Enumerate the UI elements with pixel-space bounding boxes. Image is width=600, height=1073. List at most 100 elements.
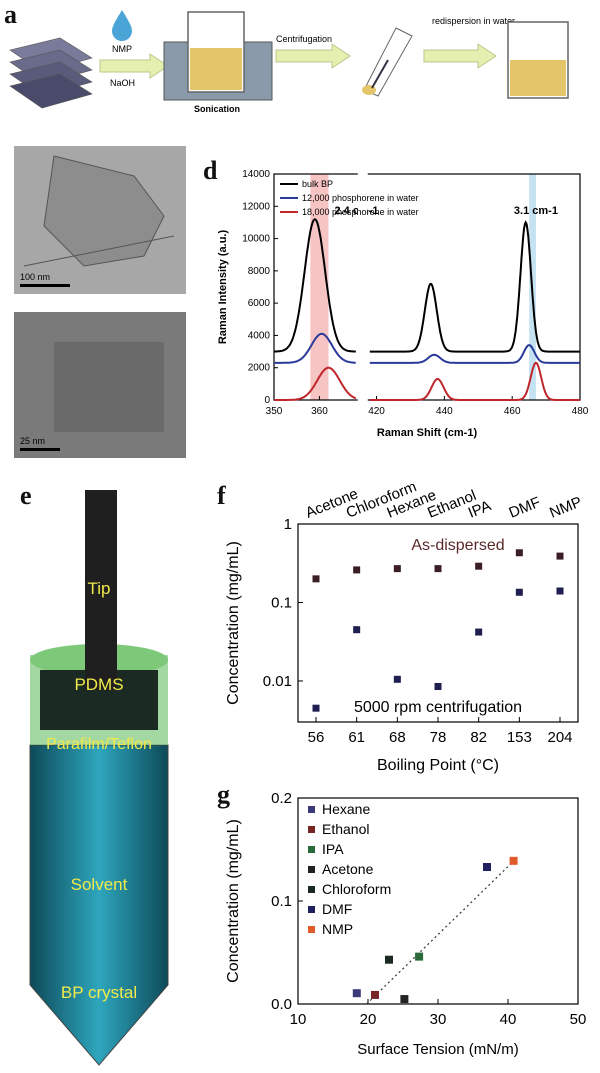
data-point [434, 565, 442, 573]
y-tick-label: 14000 [242, 169, 270, 180]
step-redispersion: redispersion in water [432, 16, 515, 26]
legend-label: Ethanol [322, 821, 369, 837]
data-point [353, 626, 361, 634]
legend-swatch [308, 886, 315, 893]
tem-image-c: 25 nm [14, 312, 186, 458]
raman-shift-annotation: 3.1 cm-1 [514, 205, 558, 217]
x-tick-label: 350 [266, 406, 283, 417]
x-tick-label: 78 [430, 729, 447, 746]
data-point [556, 552, 564, 560]
bp-crystal-icon [9, 37, 93, 109]
x-tick-label: 153 [507, 729, 532, 746]
arrow-1 [99, 53, 169, 79]
x-tick-label: 360 [311, 406, 328, 417]
legend-label: 18,000 phosphorene in water [302, 207, 419, 217]
y-axis-label: Raman Intensity (a.u.) [217, 230, 229, 345]
x-tick-label: 440 [436, 406, 453, 417]
concentration-boiling-chart: 0.010.1156Acetone61Chloroform68Hexane78E… [225, 484, 584, 774]
data-point [371, 990, 379, 999]
raman-shift-band [310, 174, 329, 400]
label-solvent: Solvent [71, 875, 128, 894]
y-tick-label: 0.2 [271, 790, 292, 807]
step-sonication: Sonication [194, 104, 240, 114]
y-tick-label: 1 [284, 516, 292, 533]
flake-outline: 100 nm [20, 155, 175, 287]
legend-label: Chloroform [322, 881, 391, 897]
data-point [515, 588, 523, 596]
arrow-2 [275, 43, 351, 69]
data-point [385, 955, 393, 964]
series-line-0 [274, 217, 356, 353]
axis-break [357, 172, 368, 402]
x-tick-label: 204 [547, 729, 572, 746]
data-point [483, 863, 491, 872]
y-tick-label: 0 [264, 395, 270, 406]
x-tick-label: 10 [290, 1011, 307, 1028]
series-line-2 [369, 361, 580, 401]
series-line-2 [274, 366, 357, 401]
series-label-as-dispersed: As-dispersed [411, 537, 504, 554]
label-pdms: PDMS [74, 675, 123, 694]
probe-tip [85, 490, 117, 690]
y-tick-label: 8000 [248, 266, 271, 277]
x-tick-label: 30 [430, 1011, 447, 1028]
series-label-centrifugation: 5000 rpm centrifugation [354, 699, 522, 716]
x-axis-label: Surface Tension (mN/m) [357, 1041, 518, 1058]
scale-bar-c: 25 nm [20, 436, 45, 446]
data-point [312, 575, 320, 583]
y-axis-label: Concentration (mg/mL) [225, 541, 242, 705]
data-point [312, 704, 320, 712]
schematic-a: NMP NaOH Sonication Centrifugation redis… [9, 10, 569, 114]
arrow-3 [423, 43, 497, 69]
tem-image-b: 100 nm [14, 146, 186, 294]
series-line-1 [274, 332, 356, 364]
label-tip: Tip [88, 579, 111, 598]
droplet-icon [112, 10, 132, 41]
x-axis-label: Raman Shift (cm-1) [377, 427, 478, 439]
x-axis-label: Boiling Point (°C) [377, 757, 499, 774]
y-tick-label: 6000 [248, 298, 271, 309]
legend-label: NMP [322, 921, 353, 937]
data-point [393, 675, 401, 683]
label-parafilm: Parafilm/Teflon [46, 736, 152, 753]
reagent-nmp: NMP [112, 44, 132, 54]
x-tick-label: 40 [500, 1011, 517, 1028]
scale-bar-b: 100 nm [20, 272, 50, 282]
data-point [515, 549, 523, 557]
y-axis-label: Concentration (mg/mL) [225, 819, 242, 983]
panel-label-a: a [4, 0, 17, 29]
centrifuge-tube-icon [362, 27, 413, 97]
legend-swatch [308, 926, 315, 933]
step-centrifugation: Centrifugation [276, 34, 332, 44]
x-tick-label: 20 [360, 1011, 377, 1028]
panel-label-g: g [217, 780, 230, 809]
data-point [353, 566, 361, 574]
data-point [400, 995, 409, 1004]
x-tick-label: 480 [572, 406, 589, 417]
x-tick-label: 460 [504, 406, 521, 417]
series-line-1 [369, 344, 580, 364]
legend-label: Hexane [322, 801, 370, 817]
data-point [415, 952, 424, 961]
data-point [475, 562, 483, 570]
y-tick-label: 12000 [242, 201, 270, 212]
x-tick-label: 56 [308, 729, 325, 746]
legend-swatch [308, 806, 315, 813]
label-bp-crystal: BP crystal [61, 983, 137, 1002]
panel-label-e: e [20, 481, 32, 510]
raman-chart: 2.4 cm-1 3.1 cm-1020004000600080001000012… [217, 169, 589, 439]
y-tick-label: 0.1 [271, 594, 292, 611]
data-point [556, 587, 564, 595]
legend-label: bulk BP [302, 179, 333, 189]
top-solvent-label: DMF [506, 494, 543, 522]
vial-body [29, 744, 169, 1066]
y-tick-label: 10000 [242, 234, 270, 245]
legend-label: IPA [322, 841, 344, 857]
reagent-naoh: NaOH [110, 78, 135, 88]
device-e: Tip PDMS Parafilm/Teflon Solvent BP crys… [29, 490, 169, 1066]
data-point [434, 683, 442, 691]
top-solvent-label: NMP [547, 493, 584, 521]
y-tick-label: 0.0 [271, 996, 292, 1013]
x-tick-label: 68 [389, 729, 406, 746]
data-point [352, 989, 361, 998]
